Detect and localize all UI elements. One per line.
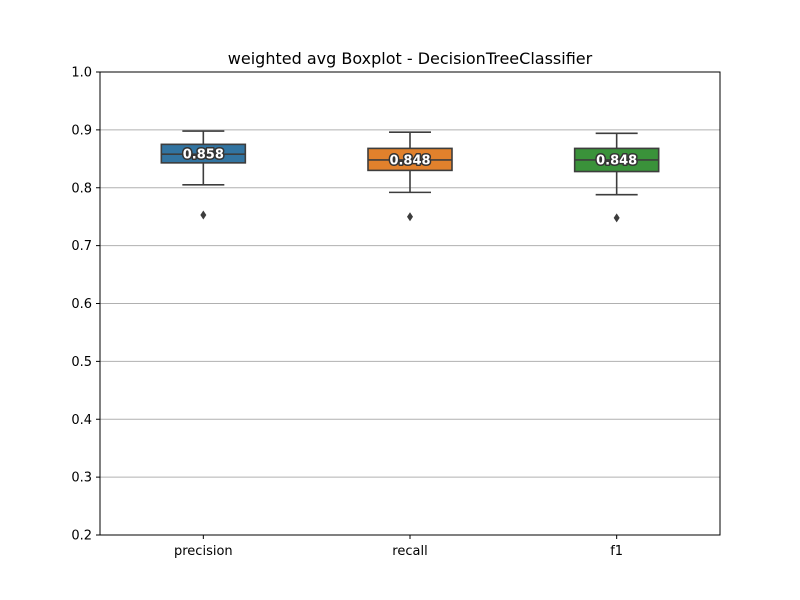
outlier-point xyxy=(613,213,620,223)
box-recall: 0.848 xyxy=(367,131,453,222)
chart-title: weighted avg Boxplot - DecisionTreeClass… xyxy=(228,49,593,68)
median-label: 0.848 xyxy=(389,153,430,168)
y-tick-label: 0.8 xyxy=(71,181,92,196)
y-tick-label: 0.7 xyxy=(71,239,92,254)
x-tick-label: recall xyxy=(392,544,427,559)
x-tick-label: f1 xyxy=(610,544,623,559)
y-tick-label: 0.9 xyxy=(71,123,92,138)
box-precision: 0.858 xyxy=(160,130,247,220)
box-f1: 0.848 xyxy=(573,132,660,223)
outlier-point xyxy=(200,210,207,220)
median-label: 0.858 xyxy=(183,148,224,163)
y-tick-label: 0.4 xyxy=(71,413,92,428)
y-tick-label: 0.2 xyxy=(71,529,92,544)
boxes: 0.858 0.848 0.848 xyxy=(160,130,660,223)
y-tick-label: 0.6 xyxy=(71,297,92,312)
y-tick-label: 0.3 xyxy=(71,471,92,486)
y-tick-label: 0.5 xyxy=(71,355,92,370)
x-tick-label: precision xyxy=(174,544,233,559)
y-tick-label: 1.0 xyxy=(71,66,92,81)
outlier-point xyxy=(407,212,413,222)
median-label: 0.848 xyxy=(596,153,637,168)
y-axis: 0.2 0.3 0.4 0.5 0.6 0.7 0.8 0.9 1.0 xyxy=(71,66,100,544)
x-axis: precision recall f1 xyxy=(174,535,623,559)
